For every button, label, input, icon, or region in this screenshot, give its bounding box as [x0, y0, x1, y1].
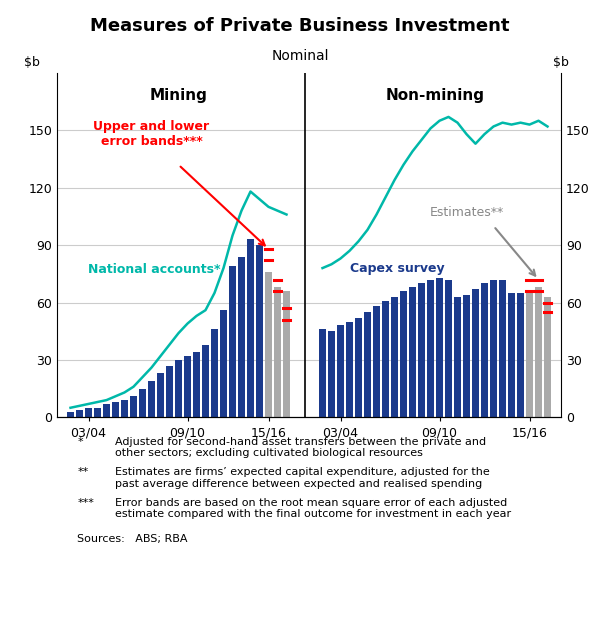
Text: Upper and lower
error bands***: Upper and lower error bands***: [94, 120, 209, 148]
Bar: [445, 280, 452, 417]
Bar: [256, 245, 263, 417]
Bar: [337, 325, 344, 417]
Text: Mining: Mining: [149, 88, 208, 103]
Bar: [463, 295, 470, 417]
Bar: [364, 312, 371, 417]
Bar: [526, 291, 533, 417]
Bar: [400, 291, 407, 417]
Bar: [148, 381, 155, 417]
Bar: [103, 404, 110, 417]
Text: ***: ***: [77, 498, 94, 508]
Bar: [175, 360, 182, 417]
Bar: [76, 410, 83, 417]
Bar: [544, 297, 551, 417]
Bar: [157, 373, 164, 417]
Text: $b: $b: [553, 56, 569, 70]
Bar: [436, 278, 443, 417]
Text: Measures of Private Business Investment: Measures of Private Business Investment: [90, 17, 510, 35]
Bar: [535, 287, 542, 417]
Text: **: **: [77, 467, 88, 477]
Bar: [355, 318, 362, 417]
Bar: [418, 283, 425, 417]
Bar: [94, 408, 101, 417]
Bar: [139, 389, 146, 417]
Bar: [220, 310, 227, 417]
Bar: [409, 287, 416, 417]
Text: Adjusted for second-hand asset transfers between the private and
other sectors; : Adjusted for second-hand asset transfers…: [115, 437, 486, 458]
Bar: [427, 280, 434, 417]
Bar: [112, 402, 119, 417]
Text: Nominal: Nominal: [271, 49, 329, 63]
Bar: [472, 289, 479, 417]
Text: *: *: [77, 437, 83, 447]
Bar: [391, 297, 398, 417]
Bar: [454, 297, 461, 417]
Text: Non-mining: Non-mining: [386, 88, 485, 103]
Bar: [382, 301, 389, 417]
Text: National accounts*: National accounts*: [89, 264, 221, 276]
Bar: [130, 396, 137, 417]
Bar: [373, 306, 380, 417]
Bar: [166, 366, 173, 417]
Bar: [193, 353, 200, 417]
Text: Error bands are based on the root mean square error of each adjusted
estimate co: Error bands are based on the root mean s…: [115, 498, 511, 519]
Bar: [211, 329, 218, 417]
Bar: [481, 283, 488, 417]
Bar: [265, 272, 272, 417]
Text: Sources:   ABS; RBA: Sources: ABS; RBA: [77, 534, 188, 544]
Bar: [121, 400, 128, 417]
Bar: [490, 280, 497, 417]
Bar: [202, 345, 209, 417]
Bar: [85, 408, 92, 417]
Bar: [274, 287, 281, 417]
Bar: [247, 240, 254, 417]
Bar: [346, 321, 353, 417]
Text: Estimates are firms’ expected capital expenditure, adjusted for the
past average: Estimates are firms’ expected capital ex…: [115, 467, 490, 489]
Bar: [67, 411, 74, 417]
Text: Estimates**: Estimates**: [430, 206, 503, 219]
Text: $b: $b: [24, 56, 40, 70]
Text: Capex survey: Capex survey: [349, 262, 444, 275]
Bar: [319, 329, 326, 417]
Bar: [229, 266, 236, 417]
Bar: [499, 280, 506, 417]
Bar: [517, 293, 524, 417]
Bar: [508, 293, 515, 417]
Bar: [328, 331, 335, 417]
Bar: [184, 356, 191, 417]
Bar: [238, 257, 245, 417]
Bar: [283, 291, 290, 417]
